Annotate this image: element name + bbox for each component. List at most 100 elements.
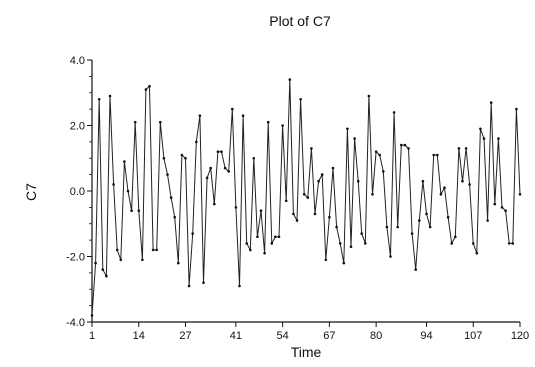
data-point xyxy=(195,140,198,144)
data-point xyxy=(238,284,241,288)
data-point xyxy=(259,209,263,212)
data-point xyxy=(187,284,191,288)
data-point xyxy=(374,150,378,153)
data-point xyxy=(450,242,454,245)
data-point xyxy=(389,255,392,258)
data-point xyxy=(317,179,320,183)
data-point xyxy=(141,258,144,262)
data-point xyxy=(220,150,223,153)
data-point xyxy=(425,212,428,216)
data-point xyxy=(97,98,101,101)
data-point xyxy=(471,242,475,245)
data-point xyxy=(436,153,439,157)
data-point xyxy=(475,251,479,255)
x-tick-label: 120 xyxy=(511,330,529,342)
data-point xyxy=(342,261,346,265)
data-point xyxy=(151,248,155,252)
data-point xyxy=(310,147,313,150)
data-point xyxy=(130,209,133,212)
data-point xyxy=(180,153,184,157)
data-point xyxy=(162,157,166,160)
data-point xyxy=(324,258,328,262)
data-point xyxy=(507,242,511,245)
chart-title: Plot of C7 xyxy=(269,13,331,29)
data-point xyxy=(468,183,471,186)
data-point xyxy=(105,274,108,278)
data-point xyxy=(461,179,464,183)
data-point xyxy=(191,232,194,235)
data-point xyxy=(108,94,112,98)
data-point xyxy=(115,248,119,252)
data-point xyxy=(205,176,209,180)
data-point xyxy=(223,166,227,170)
data-point xyxy=(231,107,234,111)
data-point xyxy=(428,225,432,229)
y-axis-label: C7 xyxy=(23,183,39,201)
data-point xyxy=(392,111,396,114)
data-point xyxy=(382,170,385,173)
x-axis-label: Time xyxy=(291,344,322,360)
data-point xyxy=(256,235,259,239)
x-tick-label: 14 xyxy=(133,330,145,342)
data-point xyxy=(518,193,522,196)
data-point xyxy=(432,153,436,157)
data-point xyxy=(295,219,299,222)
data-point xyxy=(486,219,489,222)
x-tick-label: 94 xyxy=(420,330,432,342)
data-point xyxy=(155,248,158,252)
data-point xyxy=(371,193,374,196)
data-point xyxy=(482,137,486,140)
data-point xyxy=(281,124,284,127)
data-point xyxy=(418,219,421,222)
data-point xyxy=(245,242,248,245)
data-point xyxy=(479,127,482,131)
data-point xyxy=(320,173,324,176)
data-point xyxy=(284,199,288,203)
data-point xyxy=(454,235,457,239)
data-point xyxy=(331,166,335,170)
data-point xyxy=(353,137,356,140)
y-tick-label: -4.0 xyxy=(66,317,85,329)
data-point xyxy=(328,215,331,219)
data-point xyxy=(446,215,450,219)
data-point xyxy=(421,179,425,183)
data-point xyxy=(209,166,212,170)
data-point xyxy=(159,120,162,124)
data-point xyxy=(216,150,220,153)
data-point xyxy=(126,189,130,193)
y-tick-label: -2.0 xyxy=(66,252,85,264)
data-point xyxy=(266,120,270,124)
series xyxy=(90,78,522,317)
data-point xyxy=(90,314,94,317)
data-point xyxy=(227,170,230,173)
data-point xyxy=(464,147,468,150)
data-point xyxy=(119,258,123,262)
x-tick-label: 107 xyxy=(464,330,482,342)
data-point xyxy=(400,143,403,147)
data-point xyxy=(234,206,238,209)
x-tick-label: 67 xyxy=(323,330,335,342)
data-point xyxy=(403,143,407,147)
data-point xyxy=(493,202,497,206)
data-point xyxy=(367,94,371,98)
data-point xyxy=(148,84,151,88)
data-point xyxy=(177,261,180,265)
x-tick-label: 80 xyxy=(370,330,382,342)
data-point xyxy=(349,245,353,248)
data-point xyxy=(101,268,105,271)
data-point xyxy=(299,98,302,101)
data-point xyxy=(144,88,148,91)
data-point xyxy=(94,261,97,265)
x-tick-label: 54 xyxy=(276,330,288,342)
data-point xyxy=(252,157,256,160)
data-point xyxy=(306,196,310,199)
x-tick-label: 27 xyxy=(179,330,191,342)
data-point xyxy=(439,193,443,196)
data-point xyxy=(184,157,187,160)
data-point xyxy=(346,127,349,131)
data-point xyxy=(302,193,306,196)
data-point xyxy=(364,242,367,245)
data-point xyxy=(396,225,400,229)
series-line xyxy=(91,79,521,316)
